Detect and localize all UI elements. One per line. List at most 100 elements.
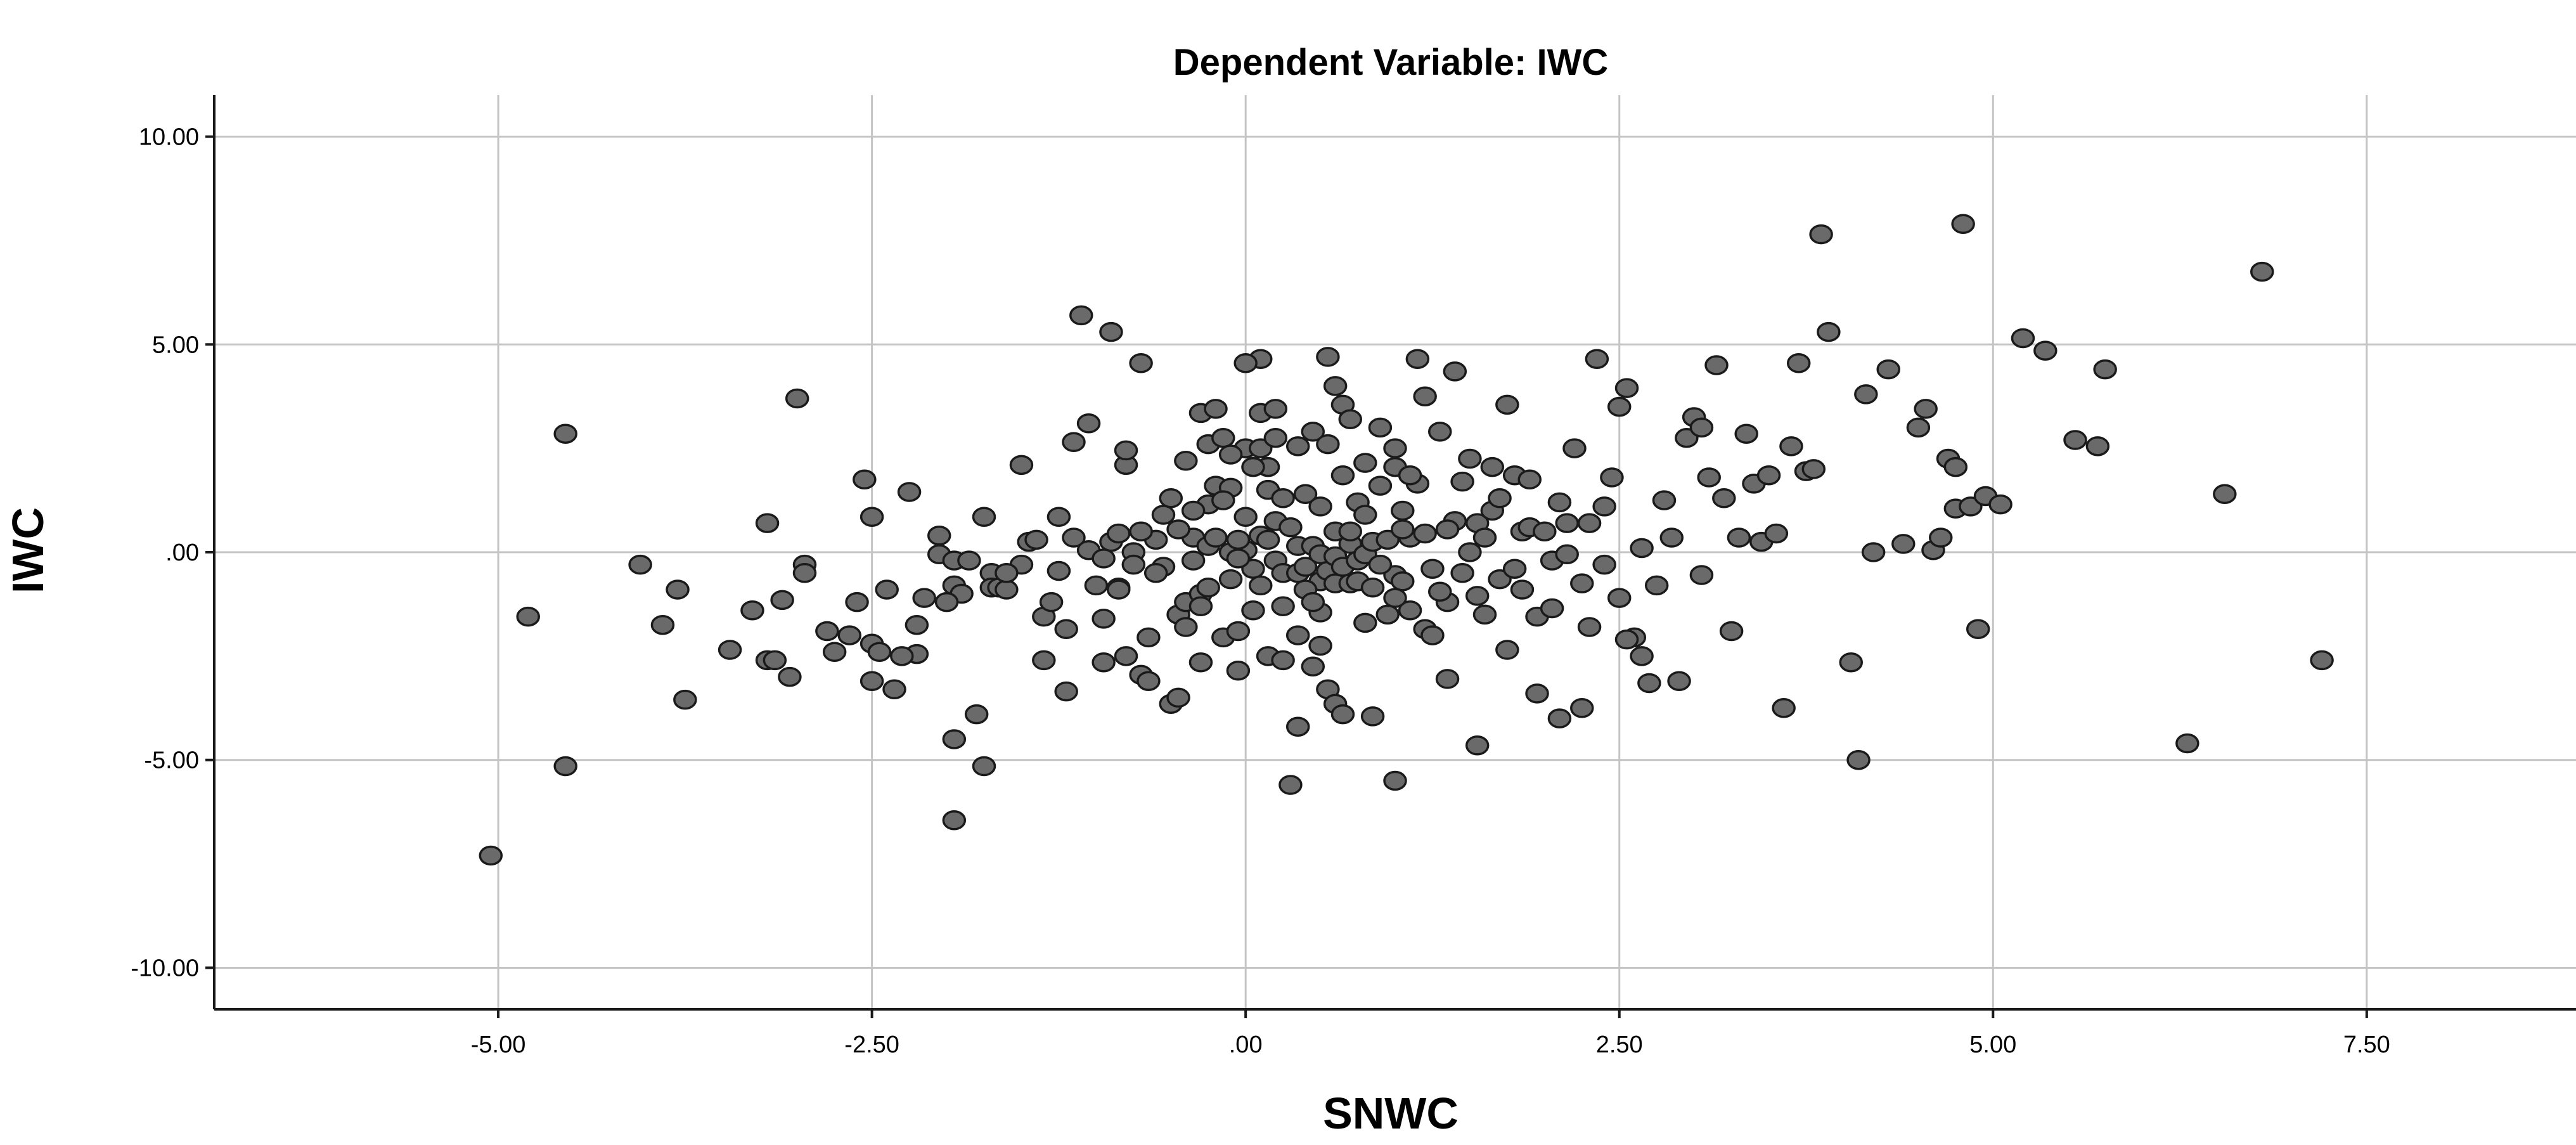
data-point: [1517, 469, 1542, 490]
data-point: [1630, 538, 1654, 559]
data-point: [1405, 349, 1430, 369]
data-point: [1667, 671, 1691, 691]
data-point: [1278, 775, 1303, 795]
data-point: [1137, 627, 1161, 648]
data-point: [1555, 544, 1579, 565]
data-point: [1929, 527, 1953, 548]
data-point: [778, 666, 802, 687]
data-point: [1092, 609, 1116, 629]
data-point: [1585, 349, 1609, 369]
data-point: [1697, 467, 1721, 488]
data-point: [1420, 625, 1445, 645]
data-point: [1174, 451, 1198, 471]
data-point: [650, 614, 675, 635]
data-point: [942, 729, 967, 749]
data-point: [1353, 505, 1377, 525]
data-point: [1263, 428, 1288, 448]
x-tick-label: .00: [1229, 1032, 1263, 1058]
data-point: [1360, 577, 1385, 598]
data-point: [860, 671, 884, 691]
data-point: [1592, 554, 1616, 575]
data-point: [1129, 521, 1153, 541]
data-point: [1278, 517, 1303, 538]
data-point: [1689, 417, 1714, 438]
data-points: [479, 214, 2334, 866]
data-point: [1226, 621, 1251, 642]
data-point: [479, 845, 503, 866]
data-point: [1211, 490, 1235, 510]
y-tick-labels: 10.00 5.00 .00 -5.00 -10.00: [131, 124, 214, 981]
data-point: [1046, 507, 1071, 527]
data-point: [1233, 507, 1258, 527]
data-point: [1839, 652, 1864, 673]
data-point: [1360, 706, 1385, 727]
data-point: [1249, 575, 1273, 596]
data-point: [1285, 716, 1310, 737]
data-point: [1443, 361, 1467, 382]
data-point: [1271, 488, 1295, 508]
data-point: [1637, 673, 1661, 694]
data-point: [1106, 523, 1131, 544]
data-point: [1465, 735, 1490, 756]
data-point: [1218, 569, 1243, 590]
data-point: [860, 507, 884, 527]
data-point: [1204, 399, 1228, 419]
data-point: [1562, 438, 1587, 458]
data-point: [2310, 650, 2334, 671]
data-point: [2213, 484, 2237, 504]
data-point: [1480, 456, 1505, 477]
data-point: [1652, 490, 1677, 510]
data-point: [1174, 617, 1198, 637]
data-point: [2063, 430, 2087, 450]
y-tick-label: 10.00: [139, 124, 199, 151]
data-point: [1450, 563, 1474, 583]
data-point: [1704, 355, 1729, 375]
data-point: [1472, 604, 1497, 625]
data-point: [1353, 612, 1377, 633]
data-point: [1308, 635, 1332, 656]
data-point: [927, 526, 951, 546]
data-point: [1533, 521, 1557, 541]
data-point: [905, 614, 929, 635]
data-point: [1263, 399, 1288, 419]
x-tick-label: 5.00: [1969, 1032, 2016, 1058]
data-point: [942, 810, 967, 831]
data-point: [1846, 749, 1871, 770]
data-point: [1181, 500, 1206, 521]
y-axis-title: IWC: [3, 507, 53, 593]
data-point: [1241, 456, 1265, 477]
data-point: [1204, 527, 1228, 548]
data-point: [822, 642, 847, 663]
data-point: [1488, 488, 1512, 508]
data-point: [1727, 527, 1751, 548]
data-point: [867, 642, 892, 663]
data-point: [1659, 527, 1684, 548]
data-point: [1368, 417, 1393, 438]
data-point: [1435, 519, 1460, 540]
data-point: [1211, 428, 1235, 448]
data-point: [763, 650, 787, 671]
data-point: [1398, 465, 1422, 486]
data-point: [1450, 471, 1474, 492]
data-point: [1764, 523, 1789, 544]
data-point: [1129, 353, 1153, 373]
data-point: [1502, 559, 1527, 579]
x-tick-label: 2.50: [1596, 1032, 1643, 1058]
data-point: [1570, 573, 1594, 593]
data-point: [792, 563, 817, 583]
y-tick-label: .00: [165, 540, 199, 566]
data-point: [553, 424, 577, 444]
data-point: [1338, 409, 1363, 430]
data-point: [1188, 652, 1213, 673]
data-point: [1525, 683, 1549, 704]
data-point: [1547, 492, 1572, 513]
data-point: [755, 513, 780, 533]
data-point: [1510, 579, 1535, 600]
data-point: [1577, 617, 1602, 637]
data-point: [1143, 563, 1168, 583]
data-point: [2250, 261, 2274, 282]
data-point: [2085, 436, 2110, 456]
data-point: [1427, 581, 1452, 602]
data-point: [1301, 656, 1325, 676]
